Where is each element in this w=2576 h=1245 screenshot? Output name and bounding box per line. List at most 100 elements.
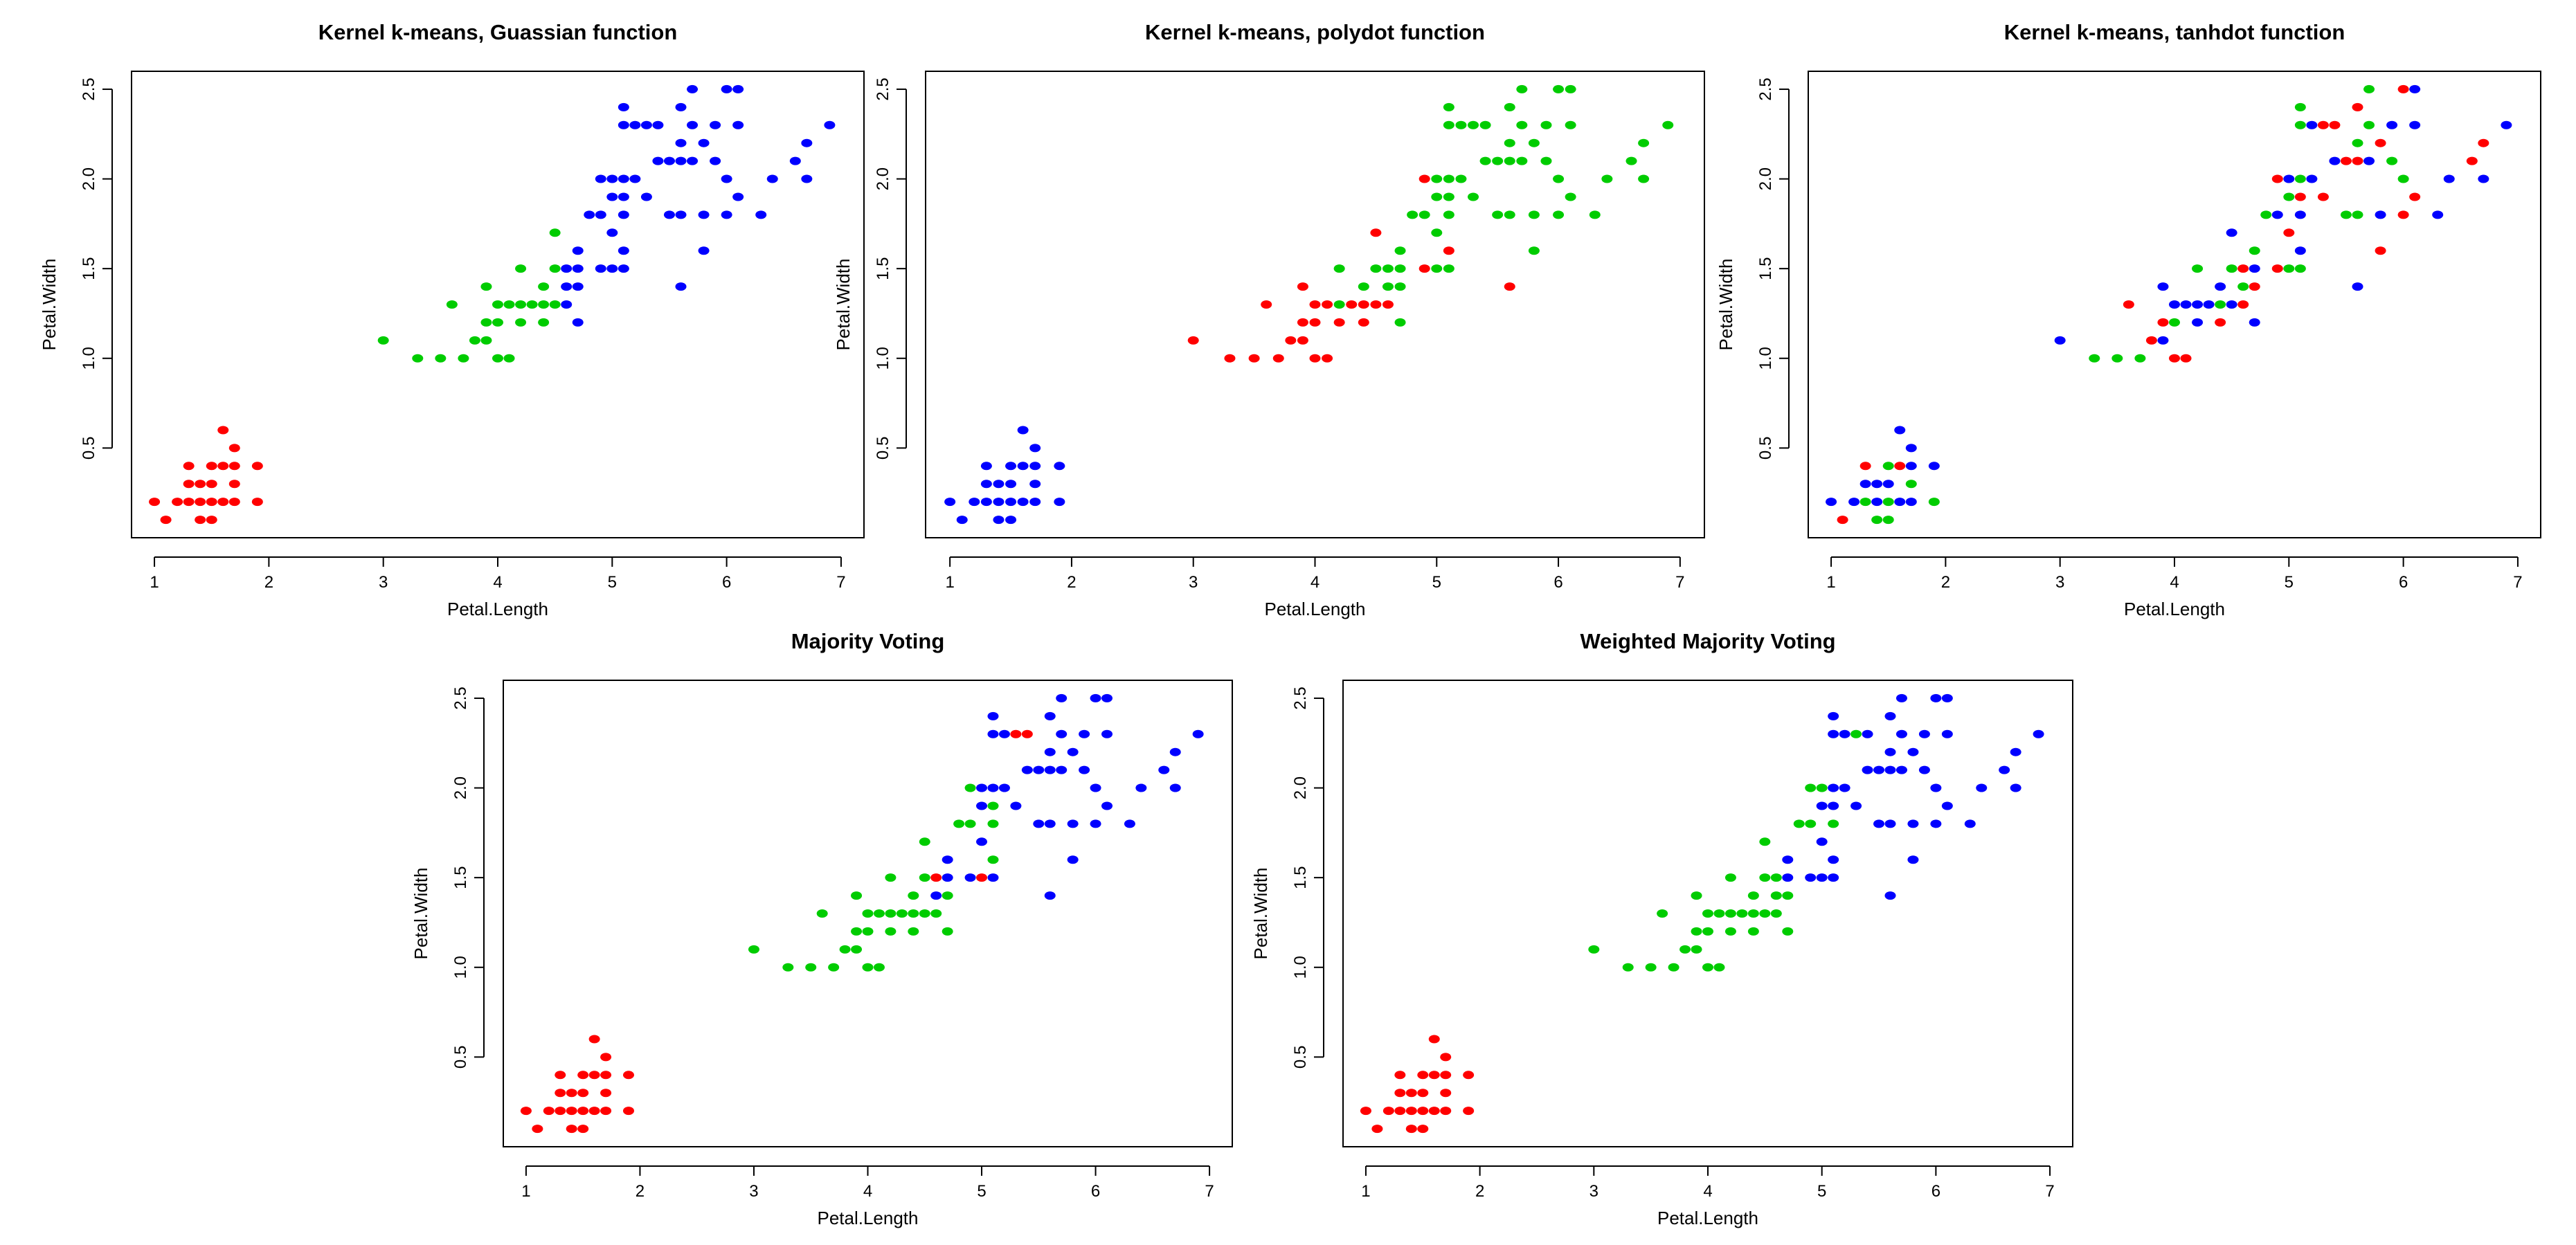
y-tick-label: 2.0: [1291, 776, 1310, 799]
scatter-panel-4: Majority Voting 1 2 3 4 5 6 7 Petal.Length 0.5 1.0…: [411, 629, 1233, 1228]
scatter-panel-3: Kernel k-means, tanhdot function 1 2 3 4 5 6 7 P…: [1715, 20, 2541, 619]
scatter-point: [217, 462, 229, 471]
x-axis-label: Petal.Length: [447, 599, 548, 619]
scatter-point: [1638, 174, 1650, 183]
x-tick-label: 5: [608, 573, 617, 592]
scatter-point: [195, 498, 206, 507]
scatter-point: [1588, 945, 1600, 954]
scatter-point: [1747, 927, 1759, 936]
scatter-point: [526, 300, 538, 309]
y-tick-label: 1.5: [874, 257, 892, 280]
scatter-point: [1826, 498, 1837, 507]
scatter-point: [1370, 264, 1382, 273]
scatter-point: [1468, 192, 1479, 201]
scatter-point: [1492, 210, 1504, 219]
scatter-point: [1440, 1089, 1452, 1098]
scatter-point: [2271, 210, 2283, 219]
scatter-point: [532, 1125, 543, 1134]
scatter-point: [2501, 120, 2512, 129]
scatter-point: [1428, 1071, 1440, 1080]
scatter-point: [1440, 1071, 1452, 1080]
scatter-point: [2271, 264, 2283, 273]
scatter-point: [2271, 174, 2283, 183]
scatter-point: [930, 873, 942, 882]
scatter-point: [698, 138, 710, 147]
scatter-point: [1976, 783, 1988, 792]
scatter-point: [2226, 264, 2237, 273]
scatter-point: [1417, 1089, 1429, 1098]
scatter-point: [1894, 426, 1906, 435]
scatter-point: [217, 426, 229, 435]
scatter-point: [1882, 462, 1894, 471]
scatter-point: [987, 711, 999, 720]
scatter-point: [1333, 264, 1345, 273]
x-tick-label: 4: [2170, 573, 2179, 592]
scatter-point: [2329, 120, 2341, 129]
scatter-point: [1455, 120, 1467, 129]
scatter-point: [2397, 84, 2409, 93]
scatter-point: [228, 462, 240, 471]
x-tick-label: 3: [1189, 573, 1198, 592]
scatter-point: [1782, 855, 1794, 864]
scatter-point: [195, 516, 206, 525]
scatter-point: [1999, 765, 2010, 774]
scatter-point: [698, 246, 710, 255]
scatter-point: [1871, 498, 1883, 507]
plot-frame: [1342, 680, 2073, 1147]
scatter-point: [1638, 138, 1650, 147]
scatter-point: [1333, 318, 1345, 327]
scatter-point: [1553, 84, 1565, 93]
scatter-point: [1679, 945, 1691, 954]
scatter-point: [1691, 945, 1702, 954]
scatter-point: [1907, 819, 1919, 828]
scatter-point: [1005, 498, 1017, 507]
scatter-point: [1565, 84, 1576, 93]
y-tick-label: 2.5: [451, 687, 470, 709]
y-tick-label: 0.5: [80, 437, 98, 460]
scatter-point: [1702, 963, 1713, 972]
scatter-point: [2157, 336, 2169, 345]
scatter-point: [492, 318, 503, 327]
scatter-point: [1443, 264, 1454, 273]
scatter-point: [1724, 909, 1736, 918]
scatter-point: [1431, 228, 1443, 237]
scatter-point: [816, 909, 828, 918]
scatter-point: [1067, 819, 1079, 828]
scatter-point: [2375, 138, 2386, 147]
scatter-point: [572, 318, 584, 327]
scatter-point: [1601, 174, 1613, 183]
y-tick-label: 2.0: [80, 167, 98, 190]
x-tick-label: 3: [1589, 1182, 1598, 1201]
scatter-point: [1516, 120, 1528, 129]
scatter-point: [1622, 963, 1634, 972]
scatter-point: [1528, 210, 1540, 219]
scatter-point: [1828, 711, 1839, 720]
scatter-point: [2215, 300, 2226, 309]
scatter-point: [1297, 318, 1308, 327]
scatter-point: [2409, 192, 2421, 201]
scatter-point: [1394, 1089, 1406, 1098]
scatter-point: [1504, 210, 1515, 219]
plot-title: Majority Voting: [791, 629, 945, 653]
scatter-point: [1044, 765, 1056, 774]
scatter-point: [2466, 156, 2478, 165]
scatter-point: [555, 1071, 566, 1080]
scatter-point: [1017, 498, 1029, 507]
scatter-point: [1873, 819, 1885, 828]
scatter-point: [1468, 120, 1479, 129]
y-tick-label: 2.5: [1756, 78, 1775, 100]
x-tick-label: 4: [1310, 573, 1319, 592]
scatter-point: [584, 210, 595, 219]
y-tick-label: 1.0: [1291, 956, 1310, 979]
x-axis-label: Petal.Length: [817, 1208, 918, 1228]
scatter-point: [1894, 498, 1906, 507]
scatter-point: [469, 336, 480, 345]
scatter-point: [1479, 156, 1491, 165]
scatter-point: [1589, 210, 1601, 219]
scatter-point: [412, 354, 424, 363]
scatter-point: [1747, 891, 1759, 900]
scatter-point: [930, 909, 942, 918]
scatter-point: [595, 210, 606, 219]
scatter-point: [1428, 1107, 1440, 1116]
scatter-point: [698, 210, 710, 219]
